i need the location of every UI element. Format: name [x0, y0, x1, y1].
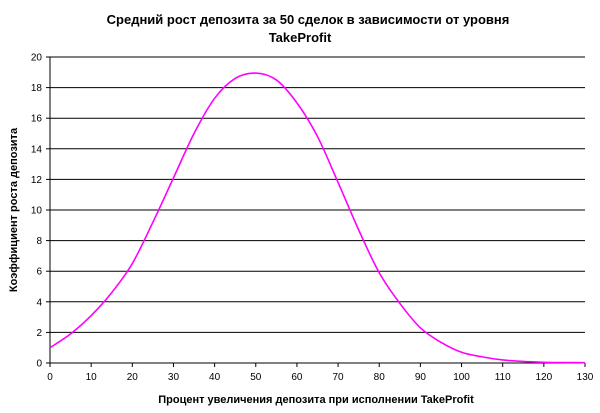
y-tick-label-14: 14: [31, 144, 43, 155]
x-tick-label-120: 120: [536, 372, 553, 383]
x-tick-labels: 0 10 20 30 40 50 60 70 80 90 100 110 120 130: [47, 372, 594, 383]
series-group: [49, 72, 586, 364]
chart-title-line1: Средний рост депозита за 50 сделок в зав…: [107, 12, 510, 27]
series-line-0: [49, 72, 586, 364]
x-tick-label-0: 0: [47, 372, 53, 383]
y-tick-label-6: 6: [36, 267, 42, 278]
x-tick-label-40: 40: [209, 372, 221, 383]
x-tick-label-60: 60: [291, 372, 303, 383]
y-tick-label-0: 0: [36, 359, 42, 370]
x-tick-label-10: 10: [86, 372, 98, 383]
x-tick-label-20: 20: [127, 372, 139, 383]
gridlines: [50, 56, 585, 333]
x-tick-label-80: 80: [374, 372, 386, 383]
x-axis-label: Процент увеличения депозита при исполнен…: [158, 394, 474, 406]
y-tick-label-8: 8: [36, 236, 42, 247]
chart-title-line2: TakeProfit: [269, 30, 332, 45]
y-axis-label: Коэффициент роста депозита: [8, 127, 20, 292]
axes: [46, 56, 586, 367]
y-tick-label-4: 4: [36, 297, 42, 308]
y-tick-label-12: 12: [31, 175, 43, 186]
x-tick-label-50: 50: [250, 372, 262, 383]
y-tick-labels: 0 2 4 6 8 10 12 14 16 18 20: [31, 53, 43, 370]
y-tick-label-10: 10: [31, 206, 43, 217]
y-tick-label-2: 2: [36, 328, 42, 339]
x-tick-label-110: 110: [495, 372, 511, 383]
x-tick-label-90: 90: [415, 372, 427, 383]
x-tick-label-130: 130: [577, 372, 594, 383]
y-tick-label-16: 16: [31, 114, 43, 125]
x-tick-label-70: 70: [333, 372, 345, 383]
x-tick-label-30: 30: [168, 372, 180, 383]
x-tick-label-100: 100: [453, 372, 470, 383]
y-tick-label-18: 18: [31, 83, 43, 94]
y-tick-label-20: 20: [31, 53, 43, 64]
